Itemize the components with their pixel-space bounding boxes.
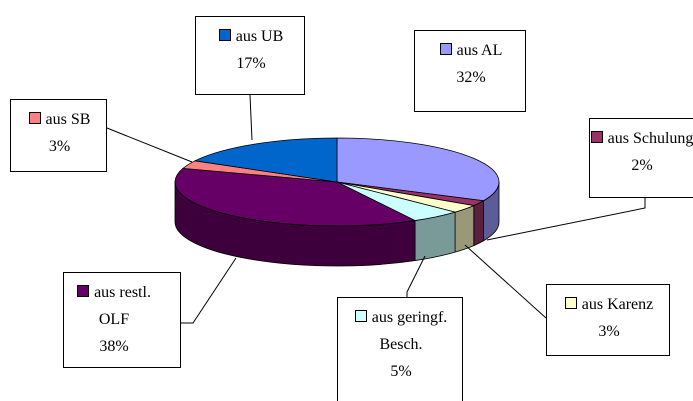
value-label: 17% [236, 55, 266, 72]
slice-side [454, 204, 475, 253]
leader-line [486, 198, 646, 241]
category-label: aus SB [45, 111, 91, 128]
label-content: aus UB 17% [196, 17, 306, 77]
data-label-box: aus restl. OLF 38% [63, 272, 181, 368]
category-label: aus geringf. Besch. [371, 309, 448, 353]
leader-line [181, 257, 237, 324]
data-label-box: aus SB 3% [10, 99, 107, 172]
label-content: aus geringf. Besch. 5% [338, 298, 464, 385]
legend-key [77, 285, 90, 297]
data-label-box: aus geringf. Besch. 5% [337, 297, 463, 401]
data-label-box: aus AL 32% [414, 30, 526, 112]
slice [336, 137, 500, 202]
leader-line [106, 127, 193, 163]
legend-key [590, 131, 603, 143]
category-label: aus UB [235, 28, 284, 45]
value-label: 3% [598, 323, 620, 340]
label-name-line: aus Karenz [547, 291, 671, 318]
value-label: 38% [99, 338, 129, 355]
value-label: 3% [48, 138, 71, 155]
legend-key [564, 297, 577, 309]
data-label-box: aus UB 17% [195, 16, 305, 95]
value-label: 32% [456, 69, 486, 86]
value-label: 2% [631, 157, 653, 174]
label-name-line: aus geringf. Besch. [338, 304, 464, 358]
legend-key [28, 112, 41, 124]
leader-line [249, 94, 253, 141]
label-name-line: aus restl. OLF [64, 279, 164, 333]
leader-line [406, 255, 426, 297]
legend-key [354, 310, 367, 322]
label-content: aus Schulung 2% [590, 119, 693, 179]
legend-key [439, 43, 452, 55]
category-label: aus restl. OLF [94, 284, 151, 328]
slice [174, 167, 417, 227]
slice-side [473, 200, 484, 247]
label-name-line: aus Schulung [590, 125, 693, 152]
legend-key [218, 29, 231, 41]
slice [193, 137, 338, 183]
category-label: aus AL [456, 42, 503, 59]
label-content: aus SB 3% [11, 100, 108, 160]
label-name-line: aus SB [11, 106, 108, 133]
category-label: aus Schulung [607, 130, 693, 147]
category-label: aus Karenz [581, 296, 654, 313]
label-name-line: aus AL [415, 37, 527, 64]
label-content: aus Karenz 3% [547, 285, 671, 345]
label-name-line: aus UB [196, 23, 306, 50]
label-content: aus AL 32% [415, 31, 527, 91]
value-label: 5% [390, 363, 412, 380]
data-label-box: aus Karenz 3% [546, 284, 670, 356]
data-label-box: aus Schulung 2% [589, 118, 693, 198]
leader-line [464, 244, 547, 319]
label-content: aus restl. OLF 38% [64, 273, 164, 360]
